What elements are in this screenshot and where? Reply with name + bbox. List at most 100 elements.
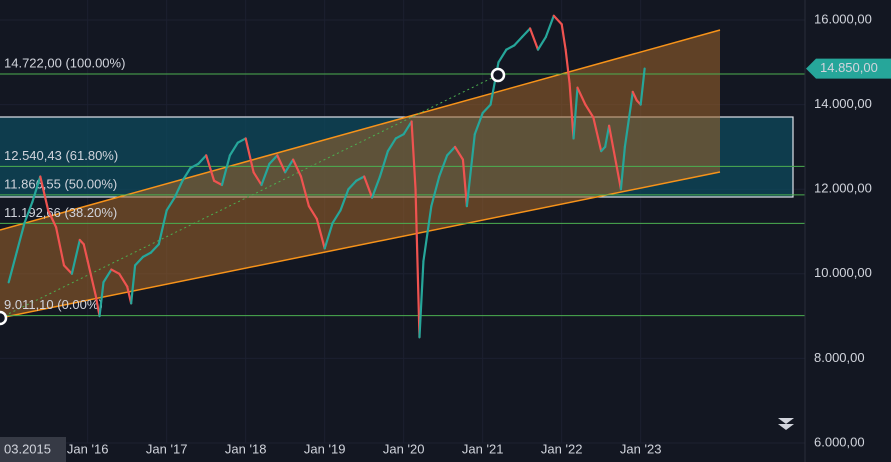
fib-label: 14.722,00 (100.00%) bbox=[4, 55, 125, 70]
price-segment bbox=[220, 154, 231, 187]
last-price-tag bbox=[806, 58, 891, 79]
price-segment bbox=[461, 158, 468, 208]
x-tick-label: Jan '19 bbox=[304, 441, 346, 456]
price-segment bbox=[339, 188, 350, 212]
x-tick-label: Jan '23 bbox=[620, 441, 662, 456]
price-segment bbox=[505, 44, 516, 51]
price-segment bbox=[481, 103, 492, 115]
price-segment bbox=[197, 154, 208, 165]
price-segment bbox=[528, 27, 540, 51]
y-tick-label: 6.000,00 bbox=[814, 434, 865, 449]
price-segment bbox=[568, 82, 575, 140]
axes: 6.000,00 8.000,00 10.000,00 12.000,00 14.000… bbox=[67, 11, 891, 456]
price-segment bbox=[7, 251, 18, 284]
channel-lower bbox=[0, 171, 721, 319]
price-segment bbox=[355, 175, 366, 182]
price-segment bbox=[62, 264, 73, 275]
price-segment bbox=[236, 137, 247, 144]
price-segment bbox=[102, 268, 113, 284]
price-segment bbox=[173, 179, 184, 199]
price-segment bbox=[453, 145, 465, 161]
price-segment bbox=[323, 221, 334, 250]
price-segment bbox=[141, 251, 152, 258]
price-segment bbox=[544, 14, 555, 39]
price-segment bbox=[430, 175, 441, 208]
price-segment bbox=[394, 133, 405, 140]
price-segment bbox=[402, 120, 413, 136]
x-tick-label: Jan '18 bbox=[225, 441, 267, 456]
price-segment bbox=[473, 111, 484, 136]
price-segment bbox=[228, 141, 239, 157]
price-segment bbox=[446, 145, 457, 157]
price-segment bbox=[639, 67, 646, 106]
x-tick-label: Jan '21 bbox=[462, 441, 504, 456]
price-segment bbox=[82, 243, 89, 263]
price-segment bbox=[619, 145, 626, 191]
price-segment bbox=[165, 196, 176, 212]
last-price-label: 14.850,00 bbox=[820, 60, 878, 75]
anchor-point[interactable] bbox=[0, 310, 8, 326]
price-segment bbox=[181, 166, 192, 182]
price-segment bbox=[560, 23, 567, 51]
price-segment bbox=[47, 209, 58, 229]
price-segment bbox=[497, 48, 508, 64]
price-segment bbox=[54, 226, 66, 267]
scroll-icon[interactable] bbox=[778, 418, 794, 430]
price-segment bbox=[386, 137, 397, 153]
price-segment bbox=[631, 90, 638, 102]
channel-upper bbox=[0, 29, 721, 231]
price-segment bbox=[15, 221, 26, 254]
price-segment bbox=[604, 124, 611, 148]
price-segment bbox=[133, 255, 145, 267]
anchor-point[interactable] bbox=[490, 67, 506, 83]
price-segment bbox=[291, 158, 303, 178]
price-segment bbox=[299, 175, 310, 208]
price-series bbox=[7, 14, 646, 339]
price-segment bbox=[189, 162, 200, 170]
price-segment bbox=[205, 154, 216, 182]
price-segment bbox=[23, 200, 34, 225]
crosshair-label: 03.2015 bbox=[4, 441, 51, 456]
x-tick-label: Jan '20 bbox=[383, 441, 425, 456]
price-segment bbox=[410, 120, 417, 191]
fib-label: 12.540,43 (61.80%) bbox=[4, 148, 118, 163]
price-segment bbox=[260, 162, 271, 187]
x-tick-label: Jan '22 bbox=[541, 441, 583, 456]
price-segment bbox=[438, 154, 449, 178]
price-segment bbox=[363, 175, 374, 199]
price-segment bbox=[623, 90, 634, 148]
price-segment bbox=[564, 48, 571, 85]
y-tick-label: 12.000,00 bbox=[814, 181, 872, 196]
price-segment bbox=[607, 124, 619, 170]
price-segment bbox=[572, 86, 579, 140]
price-segment bbox=[552, 14, 563, 26]
price-segment bbox=[536, 35, 547, 51]
price-segment bbox=[370, 175, 382, 199]
price-segment bbox=[378, 150, 389, 178]
price-segment bbox=[149, 243, 160, 254]
price-segment bbox=[331, 209, 342, 225]
fib-label: 11.192,66 (38.20%) bbox=[4, 205, 117, 220]
price-segment bbox=[252, 171, 263, 187]
price-segment bbox=[513, 35, 524, 47]
y-tick-label: 10.000,00 bbox=[814, 265, 872, 280]
price-segment bbox=[592, 116, 603, 153]
price-segment bbox=[422, 205, 433, 263]
price-segment bbox=[576, 86, 587, 106]
price-segment bbox=[584, 103, 595, 119]
price-segment bbox=[347, 179, 358, 191]
price-segment bbox=[465, 133, 476, 208]
price-segment bbox=[414, 188, 421, 339]
price-segment bbox=[98, 281, 105, 318]
price-segment bbox=[315, 217, 326, 250]
trend-dotted bbox=[0, 74, 499, 319]
fib-label: 9.011,10 (0.00%) bbox=[4, 297, 103, 312]
fib-label: 11.866,55 (50.00%) bbox=[4, 176, 117, 191]
y-tick-label: 8.000,00 bbox=[814, 350, 865, 365]
price-segment bbox=[130, 264, 137, 305]
price-segment bbox=[244, 137, 255, 174]
y-tick-label: 16.000,00 bbox=[814, 11, 872, 26]
x-tick-label: Jan '16 bbox=[67, 441, 109, 456]
channel-fill bbox=[0, 30, 720, 318]
price-segment bbox=[418, 260, 425, 339]
